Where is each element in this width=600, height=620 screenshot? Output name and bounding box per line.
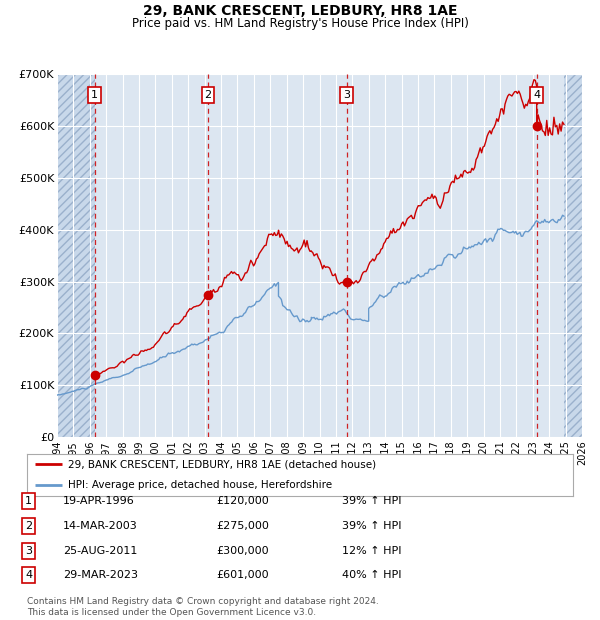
Text: 12% ↑ HPI: 12% ↑ HPI (342, 546, 401, 556)
Text: 39% ↑ HPI: 39% ↑ HPI (342, 496, 401, 506)
Text: £275,000: £275,000 (216, 521, 269, 531)
Text: 40% ↑ HPI: 40% ↑ HPI (342, 570, 401, 580)
Text: 29, BANK CRESCENT, LEDBURY, HR8 1AE: 29, BANK CRESCENT, LEDBURY, HR8 1AE (143, 4, 457, 19)
Text: 1: 1 (25, 496, 32, 506)
Text: 2: 2 (25, 521, 32, 531)
Text: 19-APR-1996: 19-APR-1996 (63, 496, 135, 506)
Text: HPI: Average price, detached house, Herefordshire: HPI: Average price, detached house, Here… (68, 480, 332, 490)
Text: £120,000: £120,000 (216, 496, 269, 506)
Text: 1: 1 (91, 90, 98, 100)
Text: 3: 3 (343, 90, 350, 100)
Text: 4: 4 (533, 90, 540, 100)
Text: 4: 4 (25, 570, 32, 580)
Text: 29-MAR-2023: 29-MAR-2023 (63, 570, 138, 580)
Text: £601,000: £601,000 (216, 570, 269, 580)
Text: Contains HM Land Registry data © Crown copyright and database right 2024.
This d: Contains HM Land Registry data © Crown c… (27, 598, 379, 617)
Text: 3: 3 (25, 546, 32, 556)
Text: £300,000: £300,000 (216, 546, 269, 556)
Text: 2: 2 (205, 90, 212, 100)
Text: 25-AUG-2011: 25-AUG-2011 (63, 546, 137, 556)
Text: 29, BANK CRESCENT, LEDBURY, HR8 1AE (detached house): 29, BANK CRESCENT, LEDBURY, HR8 1AE (det… (68, 459, 376, 469)
Text: Price paid vs. HM Land Registry's House Price Index (HPI): Price paid vs. HM Land Registry's House … (131, 17, 469, 30)
Text: 39% ↑ HPI: 39% ↑ HPI (342, 521, 401, 531)
Text: 14-MAR-2003: 14-MAR-2003 (63, 521, 138, 531)
